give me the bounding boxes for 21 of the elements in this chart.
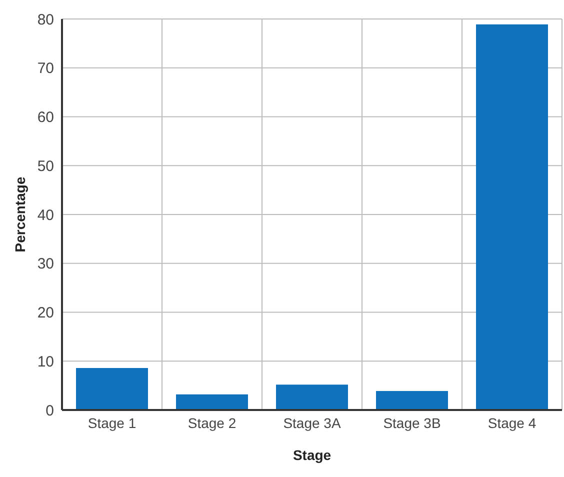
- bar: [276, 384, 348, 410]
- y-tick-label: 80: [37, 11, 54, 28]
- y-tick-label: 50: [37, 158, 54, 175]
- x-tick-label: Stage 3B: [383, 414, 441, 431]
- bar: [76, 368, 148, 410]
- bar: [376, 390, 448, 410]
- y-tick-label: 10: [37, 353, 54, 370]
- x-tick-label: Stage 1: [88, 414, 136, 431]
- x-axis-title: Stage: [292, 447, 332, 463]
- x-tick-label: Stage 3A: [283, 414, 342, 431]
- y-tick-label: 20: [37, 304, 54, 322]
- bar: [476, 24, 548, 410]
- bar: [176, 394, 248, 410]
- y-tick-label: 0: [46, 402, 54, 420]
- y-axis-title: Percentage: [12, 176, 28, 252]
- y-tick-label: 70: [37, 60, 54, 78]
- x-tick-label: Stage 2: [188, 414, 236, 431]
- x-tick-label: Stage 4: [488, 414, 536, 431]
- y-tick-label: 30: [37, 256, 54, 273]
- y-tick-label: 40: [37, 206, 54, 224]
- y-tick-label: 60: [37, 109, 54, 126]
